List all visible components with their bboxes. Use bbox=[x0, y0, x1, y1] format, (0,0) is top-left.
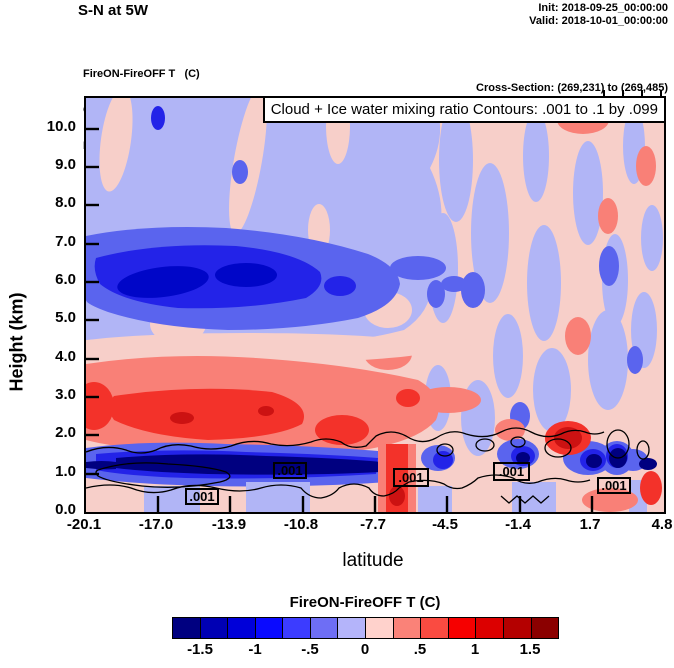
x-tick-label: 4.8 bbox=[651, 516, 673, 533]
contour-label: .001 bbox=[393, 468, 429, 487]
y-tick-label: 4.0 bbox=[55, 348, 76, 365]
colorbar-tick-label: -1.5 bbox=[187, 641, 213, 658]
colorbar-segment bbox=[503, 618, 532, 638]
init-timestamp: Init: 2018-09-25_00:00:00 bbox=[538, 2, 668, 14]
colorbar-segment bbox=[531, 618, 559, 638]
x-tick-label: 1.7 bbox=[579, 516, 601, 533]
y-tick-label: 2.0 bbox=[55, 424, 76, 441]
colorbar-segment bbox=[255, 618, 284, 638]
top-minor-tick bbox=[603, 90, 605, 96]
x-tick-label: -17.0 bbox=[138, 516, 174, 533]
colorbar-segment bbox=[173, 618, 201, 638]
y-tick-label: 0.0 bbox=[55, 501, 76, 518]
colorbar-segment bbox=[448, 618, 477, 638]
colorbar-tick-label: 1.5 bbox=[519, 641, 541, 658]
x-tick-label: -13.9 bbox=[211, 516, 247, 533]
y-tick-label: 10.0 bbox=[46, 118, 76, 135]
field-line-shaded: FireON-FireOFF T (C) bbox=[83, 68, 200, 80]
colorbar-tick-label: 1 bbox=[470, 641, 480, 658]
contour-label: .001 bbox=[273, 462, 307, 479]
colorbar-segment bbox=[200, 618, 229, 638]
colorbar-segment bbox=[366, 618, 394, 638]
top-minor-tick bbox=[641, 90, 643, 96]
contour-label: .001 bbox=[597, 477, 631, 494]
axis-ticks bbox=[86, 127, 594, 512]
colorbar-segment bbox=[338, 618, 367, 638]
y-tick-label: 7.0 bbox=[55, 233, 76, 250]
y-tick-label: 5.0 bbox=[55, 309, 76, 326]
y-tick-label: 6.0 bbox=[55, 271, 76, 288]
colorbar-tick-label: -1 bbox=[248, 641, 262, 658]
x-axis-title: latitude bbox=[342, 550, 404, 571]
y-axis-title: Height (km) bbox=[6, 292, 27, 392]
x-tick-label: -10.8 bbox=[283, 516, 319, 533]
cross-section-label: Cross-Section: (269,231) to (269,485) bbox=[476, 82, 668, 94]
colorbar-segment bbox=[421, 618, 449, 638]
colorbar-tick-label: 0 bbox=[360, 641, 370, 658]
cross-section-plot: Cloud + Ice water mixing ratio Contours:… bbox=[84, 96, 666, 514]
valid-timestamp: Valid: 2018-10-01_00:00:00 bbox=[529, 15, 668, 27]
x-tick-label: -4.5 bbox=[432, 516, 458, 533]
y-tick-label: 1.0 bbox=[55, 463, 76, 480]
colorbar-tick-label: -.5 bbox=[301, 641, 319, 658]
plot-title: Cloud + Ice water mixing ratio Contours:… bbox=[262, 96, 666, 123]
x-tick-label: -1.4 bbox=[505, 516, 531, 533]
colorbar-segment bbox=[310, 618, 339, 638]
contour-label: .001 bbox=[493, 462, 530, 481]
colorbar-segment bbox=[476, 618, 504, 638]
contour-field bbox=[86, 98, 664, 512]
page-title: S-N at 5W bbox=[78, 2, 149, 19]
y-tick-label: 3.0 bbox=[55, 386, 76, 403]
contour-label: .001 bbox=[185, 488, 219, 505]
colorbar-segment bbox=[393, 618, 422, 638]
colorbar-segment bbox=[228, 618, 256, 638]
x-tick-label: -20.1 bbox=[66, 516, 102, 533]
y-tick-label: 8.0 bbox=[55, 194, 76, 211]
x-tick-label: -7.7 bbox=[360, 516, 386, 533]
y-tick-label: 9.0 bbox=[55, 156, 76, 173]
colorbar-title: FireON-FireOFF T (C) bbox=[289, 594, 441, 611]
top-minor-tick bbox=[660, 90, 662, 96]
colorbar bbox=[172, 617, 559, 639]
top-minor-tick bbox=[622, 90, 624, 96]
colorbar-segment bbox=[283, 618, 311, 638]
timestamps: Init: 2018-09-25_00:00:00 Valid: 2018-10… bbox=[529, 2, 668, 28]
colorbar-tick-label: .5 bbox=[413, 641, 427, 658]
